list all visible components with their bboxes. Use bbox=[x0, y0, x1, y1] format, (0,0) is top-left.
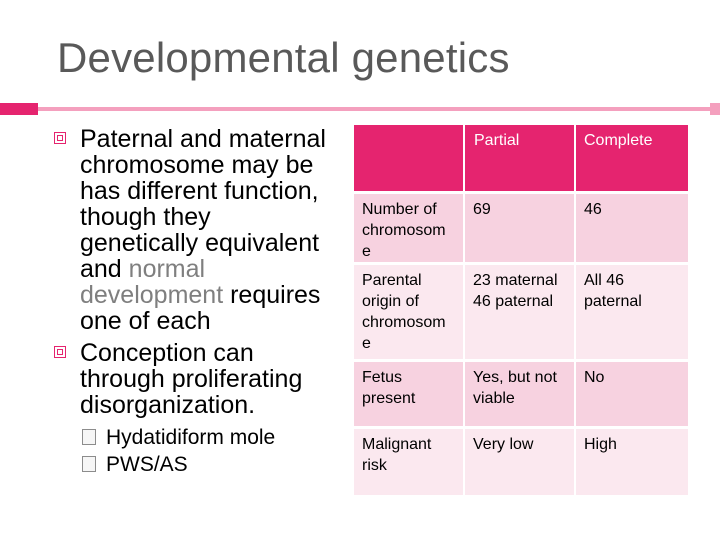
table-row-label: Malignant risk bbox=[354, 429, 463, 495]
sub-bullet-hydatidiform: Hydatidiform mole bbox=[56, 424, 346, 451]
table-cell-complete: No bbox=[576, 362, 688, 426]
bullet-line: one of each bbox=[80, 307, 211, 335]
bullet-list: Paternal and maternal chromosome may be … bbox=[54, 125, 346, 478]
bullet-text-gray: development bbox=[80, 281, 224, 309]
bullet-line: genetically equivalent bbox=[80, 229, 320, 257]
sub-bullet-text: Hydatidiform mole bbox=[106, 426, 276, 449]
table-row-label: Fetus present bbox=[354, 362, 463, 426]
bullet-line: has different function, bbox=[80, 177, 319, 205]
table-cell-complete: High bbox=[576, 429, 688, 495]
title-rule-line bbox=[38, 107, 720, 111]
bullet-text: and bbox=[80, 255, 129, 283]
table-header-empty bbox=[354, 125, 463, 191]
table-header-complete: Complete bbox=[576, 125, 688, 191]
table-row-label: Parental origin of chromosom e bbox=[354, 265, 463, 359]
bullet-item-paternal-maternal: Paternal and maternal chromosome may be … bbox=[54, 125, 346, 335]
title-rule-accent bbox=[0, 103, 38, 115]
bullet-line: chromosome may be bbox=[80, 151, 314, 179]
table-cell-partial: Very low bbox=[465, 429, 574, 495]
sub-bullet-pws: PWS/AS bbox=[56, 451, 346, 478]
sub-bullet-text: PWS/AS bbox=[106, 453, 188, 476]
table-row-label: Number of chromosom e bbox=[354, 194, 463, 262]
table-cell-complete: All 46 paternal bbox=[576, 265, 688, 359]
table-cell-partial: 23 maternal 46 paternal bbox=[465, 265, 574, 359]
title-rule-end bbox=[710, 103, 720, 115]
bullet-line: and normal bbox=[80, 256, 346, 282]
bullet-text-gray: normal bbox=[128, 255, 206, 283]
bullet-line: development requires bbox=[80, 282, 346, 308]
bullet-line: Conception can bbox=[80, 339, 254, 367]
bullet-line: Paternal and maternal bbox=[80, 125, 326, 153]
table-header-partial: Partial bbox=[465, 125, 574, 191]
table-cell-partial: 69 bbox=[465, 194, 574, 262]
square-bullet-icon bbox=[54, 132, 66, 144]
bullet-item-conception: Conception can through proliferating dis… bbox=[54, 339, 346, 419]
bullet-line: through proliferating bbox=[80, 365, 303, 393]
bullet-line: though they bbox=[80, 203, 211, 231]
slide-title: Developmental genetics bbox=[57, 34, 510, 81]
bullet-text: requires bbox=[223, 281, 321, 309]
box-bullet-icon bbox=[82, 429, 96, 445]
table-cell-partial: Yes, but not viable bbox=[465, 362, 574, 426]
bullet-line: disorganization. bbox=[80, 391, 256, 419]
table-cell-complete: 46 bbox=[576, 194, 688, 262]
box-bullet-icon bbox=[82, 456, 96, 472]
square-bullet-icon bbox=[54, 346, 66, 358]
